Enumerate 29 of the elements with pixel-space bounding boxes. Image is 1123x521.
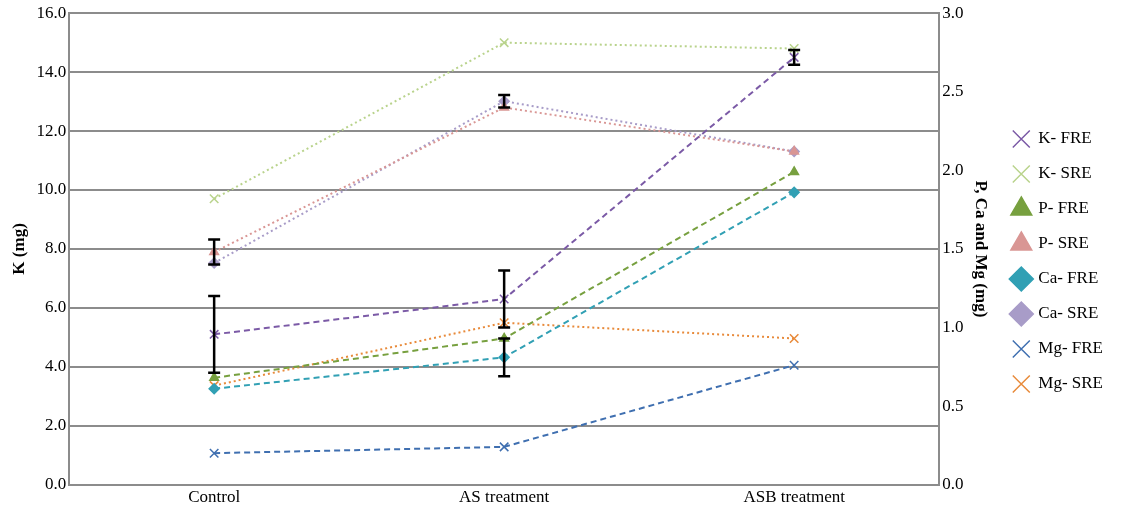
y-axis-title: K (mg) <box>8 223 28 275</box>
legend-label: Mg- SRE <box>1038 373 1104 393</box>
y2-tick-label: 2.5 <box>942 81 964 101</box>
legend-label: Ca- SRE <box>1038 303 1099 323</box>
y2-tick-label: 0.0 <box>942 474 964 494</box>
legend-label: K- SRE <box>1038 163 1092 183</box>
y2-tick-label: 1.5 <box>942 238 964 258</box>
y-tick-label: 14.0 <box>36 61 67 81</box>
y2-tick-label: 3.0 <box>942 2 964 22</box>
y-tick-label: 10.0 <box>36 179 67 199</box>
y-tick-label: 16.0 <box>36 2 67 22</box>
x-tick-label: AS treatment <box>459 487 550 507</box>
legend-label: Ca- FRE <box>1038 268 1099 288</box>
legend-label: Mg- FRE <box>1038 338 1104 358</box>
y-tick-label: 12.0 <box>36 120 67 140</box>
y-tick-label: 4.0 <box>44 356 67 376</box>
x-tick-label: Control <box>188 487 241 507</box>
y-tick-label: 0.0 <box>44 474 67 494</box>
y2-tick-label: 1.0 <box>942 316 964 336</box>
y2-tick-label: 2.0 <box>942 159 964 179</box>
y2-axis-title: P, Ca and Mg (mg) <box>972 180 992 318</box>
y-tick-label: 2.0 <box>44 415 67 435</box>
x-tick-label: ASB treatment <box>743 487 846 507</box>
legend-label: K- FRE <box>1038 128 1092 148</box>
y-tick-label: 8.0 <box>44 238 67 258</box>
y-tick-label: 6.0 <box>44 297 67 317</box>
legend-label: P- SRE <box>1038 233 1089 253</box>
legend-label: P- FRE <box>1038 198 1089 218</box>
y2-tick-label: 0.5 <box>942 395 964 415</box>
